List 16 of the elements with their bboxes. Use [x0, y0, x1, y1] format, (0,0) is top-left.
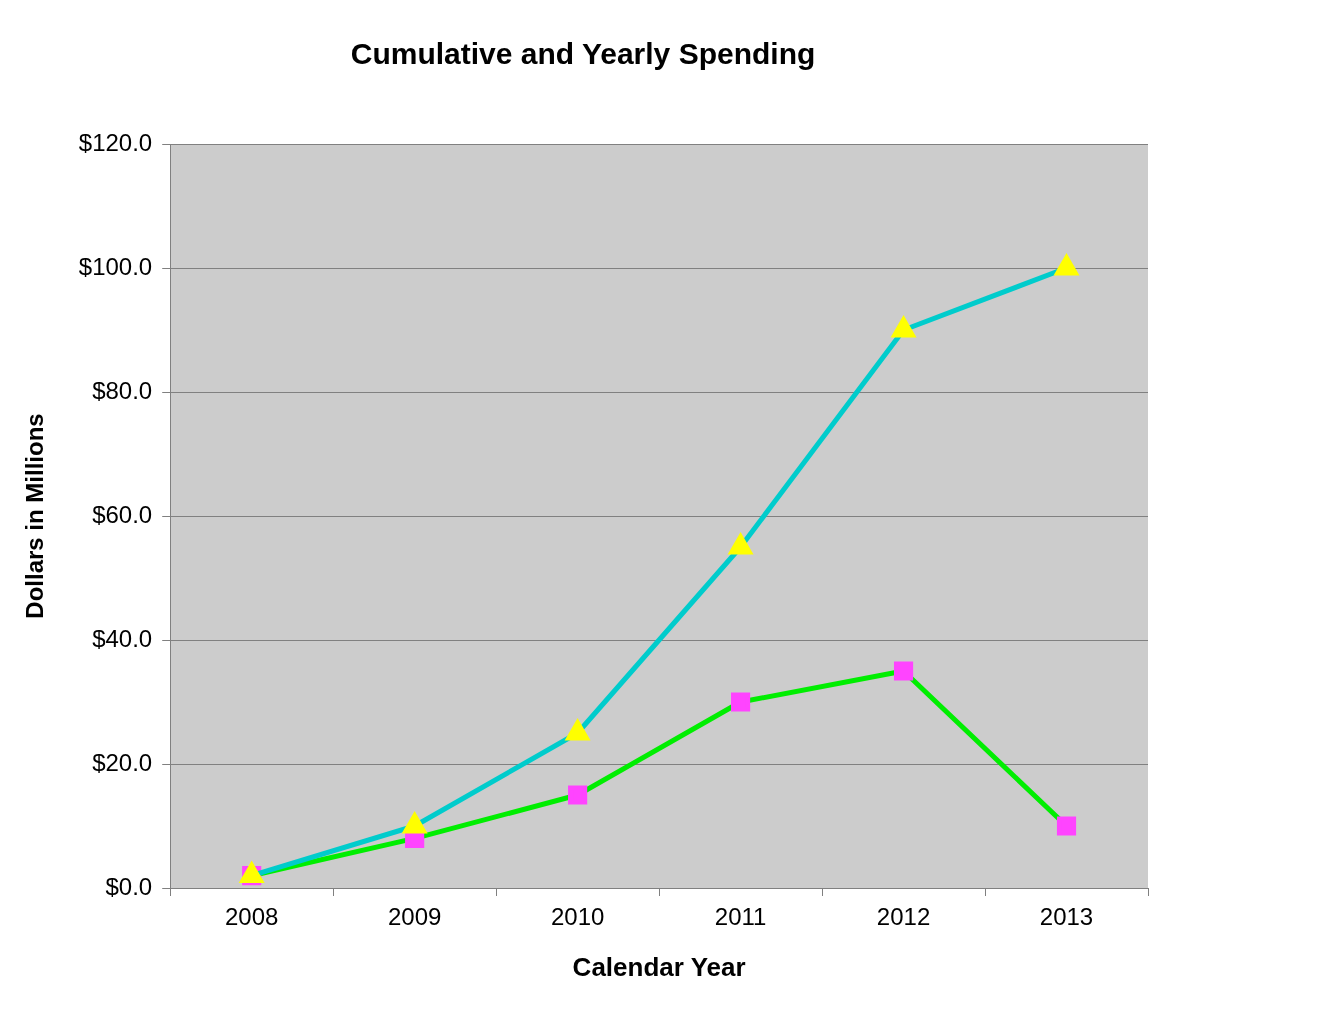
x-tick-label: 2010: [550, 903, 605, 931]
y-tick-label: $120.0: [78, 128, 153, 156]
y-tick-label: $60.0: [92, 500, 153, 528]
y-tick-label: $80.0: [92, 376, 153, 404]
y-tick-label: $100.0: [78, 252, 153, 280]
x-tick-label: 2011: [714, 903, 767, 931]
x-axis-title: Calendar Year: [572, 951, 746, 982]
y-tick-label: $40.0: [92, 624, 153, 652]
y-tick-label: $0.0: [105, 872, 153, 900]
x-tick-label: 2009: [387, 903, 442, 931]
x-tick-label: 2008: [224, 903, 279, 931]
x-tick-label: 2013: [1039, 903, 1094, 931]
x-tick-label: 2012: [876, 903, 931, 931]
y-axis-title: Dollars in Millions: [21, 413, 49, 619]
chart-title: Cumulative and Yearly Spending: [350, 37, 816, 71]
y-tick-label: $20.0: [92, 748, 153, 776]
